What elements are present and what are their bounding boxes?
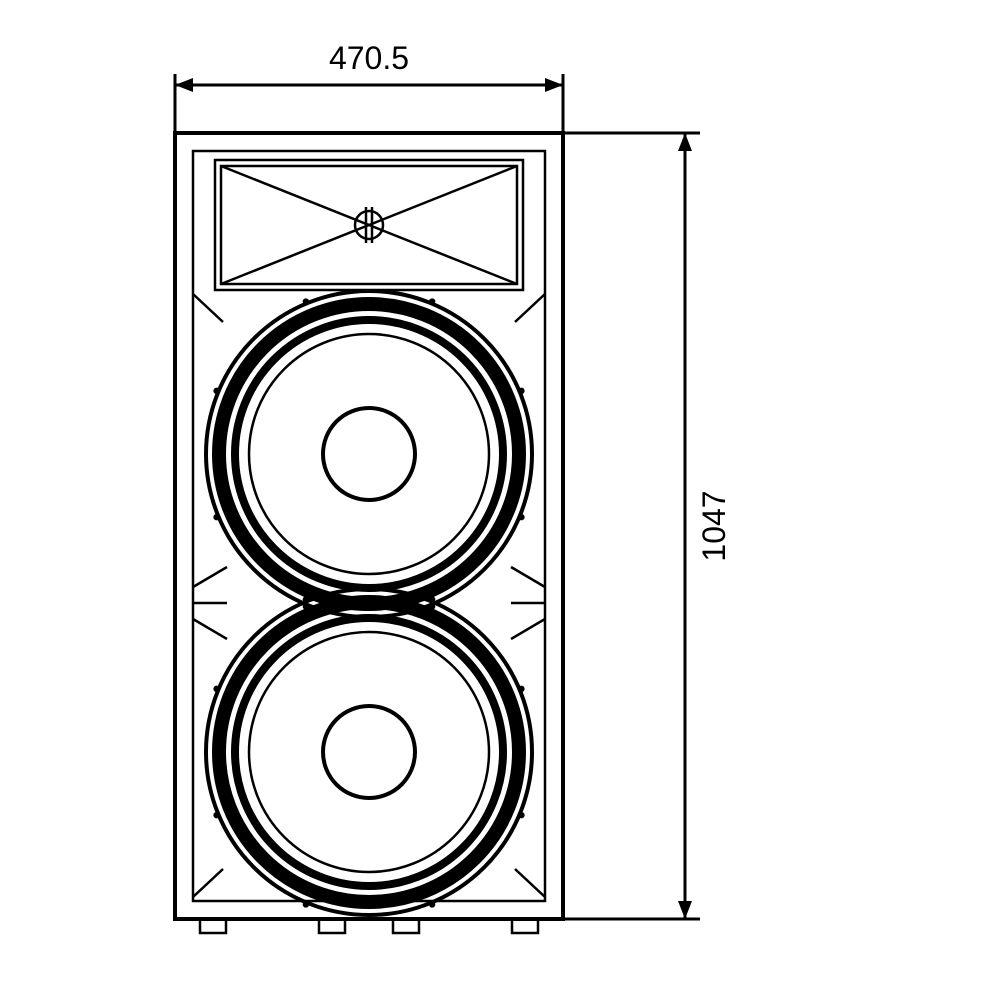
dim-height-arrow xyxy=(678,133,692,151)
cabinet-foot xyxy=(512,919,538,933)
dim-width-arrow xyxy=(545,78,563,92)
woofer-upper-screw xyxy=(303,298,309,304)
woofer-upper-ring xyxy=(219,304,519,604)
woofer-lower xyxy=(206,589,532,915)
speaker-technical-drawing: 470.5 1047 xyxy=(0,0,1000,1000)
woofer-upper-screw xyxy=(518,388,524,394)
brace-diagonal xyxy=(511,567,545,587)
brace-diagonal xyxy=(193,294,223,322)
woofer-lower-screw xyxy=(213,812,219,818)
woofer-upper-screw xyxy=(429,298,435,304)
woofer-upper-screw xyxy=(518,514,524,520)
woofer-lower-screw xyxy=(518,812,524,818)
cabinet-foot xyxy=(200,919,226,933)
woofer-lower-dustcap xyxy=(323,706,415,798)
woofer-lower-screw xyxy=(303,596,309,602)
woofer-lower-ring xyxy=(249,632,489,872)
woofer-upper-dustcap xyxy=(323,408,415,500)
woofer-lower-screw xyxy=(213,686,219,692)
brace-diagonal xyxy=(193,869,223,897)
cabinet-foot xyxy=(393,919,419,933)
dim-width-label: 470.5 xyxy=(329,40,409,76)
baffle-outline xyxy=(193,151,545,901)
woofer-lower-screw xyxy=(303,901,309,907)
woofer-lower-screw xyxy=(518,686,524,692)
woofer-lower-ring xyxy=(206,589,532,915)
brace-diagonal xyxy=(515,869,545,897)
woofer-upper-screw xyxy=(213,388,219,394)
woofer-upper-screw xyxy=(213,514,219,520)
woofer-upper-ring xyxy=(249,334,489,574)
brace-diagonal xyxy=(515,294,545,322)
woofer-upper-ring xyxy=(206,291,532,617)
dim-width-arrow xyxy=(175,78,193,92)
horn-flare-lines xyxy=(221,166,517,284)
woofer-upper xyxy=(206,291,532,617)
woofer-lower-screw xyxy=(429,596,435,602)
brace-diagonal xyxy=(193,567,227,587)
cabinet-foot xyxy=(319,919,345,933)
brace-diagonal xyxy=(193,619,227,639)
woofer-lower-screw xyxy=(429,901,435,907)
brace-diagonal xyxy=(511,619,545,639)
woofer-lower-ring xyxy=(235,618,503,886)
dim-height-label: 1047 xyxy=(696,490,732,561)
woofer-upper-ring xyxy=(235,320,503,588)
woofer-lower-ring xyxy=(219,602,519,902)
dim-height-arrow xyxy=(678,901,692,919)
